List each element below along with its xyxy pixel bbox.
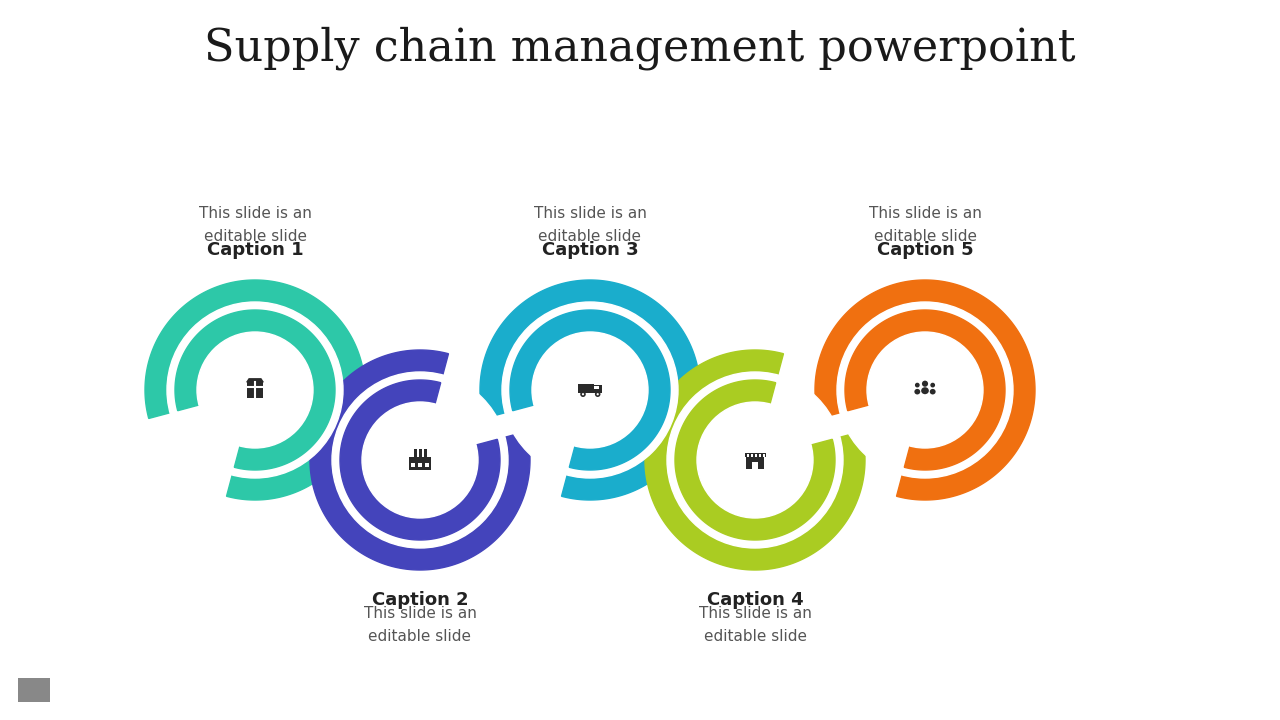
Polygon shape: [145, 280, 365, 500]
Polygon shape: [310, 350, 530, 570]
Circle shape: [166, 302, 343, 478]
Bar: [424, 449, 428, 457]
Circle shape: [915, 383, 919, 387]
Ellipse shape: [922, 387, 929, 395]
Circle shape: [580, 392, 586, 397]
Bar: [411, 463, 415, 467]
Bar: [425, 463, 429, 467]
Circle shape: [931, 383, 936, 387]
Text: Caption 5: Caption 5: [877, 241, 973, 259]
Bar: [746, 454, 749, 457]
Polygon shape: [645, 350, 865, 570]
Polygon shape: [509, 310, 669, 470]
Circle shape: [837, 302, 1012, 478]
Circle shape: [532, 332, 648, 448]
Circle shape: [582, 393, 584, 395]
Text: Caption 3: Caption 3: [541, 241, 639, 259]
Polygon shape: [815, 280, 1036, 500]
Text: Caption 1: Caption 1: [206, 241, 303, 259]
Ellipse shape: [914, 389, 920, 395]
Circle shape: [698, 402, 813, 518]
Polygon shape: [480, 280, 700, 500]
Polygon shape: [675, 380, 835, 540]
Text: This slide is an
editable slide: This slide is an editable slide: [534, 207, 646, 243]
Bar: [753, 462, 758, 469]
Circle shape: [867, 332, 983, 448]
Polygon shape: [246, 378, 264, 382]
Text: This slide is an
editable slide: This slide is an editable slide: [198, 207, 311, 243]
Circle shape: [922, 381, 928, 387]
Bar: [413, 449, 417, 457]
Circle shape: [595, 392, 600, 397]
FancyBboxPatch shape: [594, 385, 602, 393]
Circle shape: [362, 402, 477, 518]
Bar: [419, 449, 421, 457]
Bar: [594, 386, 599, 390]
Polygon shape: [845, 310, 1005, 470]
Bar: [750, 454, 753, 457]
Text: Caption 4: Caption 4: [707, 591, 804, 609]
Text: This slide is an
editable slide: This slide is an editable slide: [699, 606, 812, 644]
FancyBboxPatch shape: [247, 382, 264, 397]
Bar: [759, 454, 762, 457]
Text: Supply chain management powerpoint: Supply chain management powerpoint: [205, 26, 1075, 70]
Circle shape: [332, 372, 508, 548]
Bar: [745, 454, 765, 457]
Circle shape: [596, 393, 599, 395]
Polygon shape: [175, 310, 335, 470]
Polygon shape: [340, 380, 500, 540]
Bar: [408, 457, 431, 470]
Text: This slide is an
editable slide: This slide is an editable slide: [869, 207, 982, 243]
Ellipse shape: [929, 389, 936, 395]
Text: Caption 2: Caption 2: [371, 591, 468, 609]
Bar: [746, 457, 764, 469]
Bar: [755, 454, 758, 457]
Circle shape: [502, 302, 678, 478]
Bar: [579, 384, 594, 393]
Bar: [763, 454, 765, 457]
Circle shape: [197, 332, 314, 448]
Circle shape: [667, 372, 844, 548]
Bar: [419, 463, 421, 467]
Text: This slide is an
editable slide: This slide is an editable slide: [364, 606, 476, 644]
Bar: [18, 678, 50, 702]
